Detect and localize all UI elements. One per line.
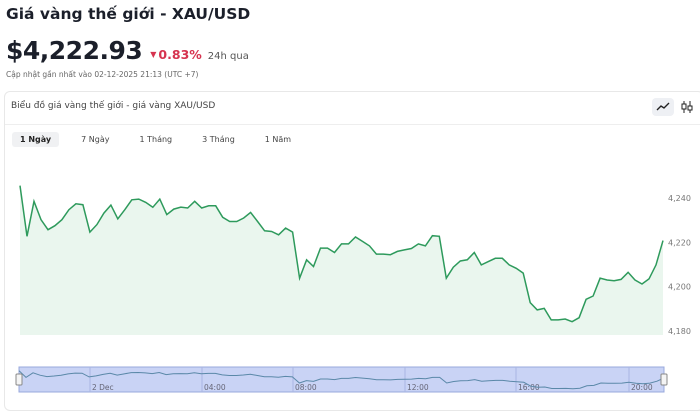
navigator-range[interactable] — [18, 366, 665, 393]
chart-card-title: Biểu đồ giá vàng thế giới - giá vàng XAU… — [11, 101, 216, 111]
price-area-fill — [20, 185, 663, 335]
y-tick-label: 4,200 — [668, 283, 691, 292]
change-period: 24h qua — [207, 51, 249, 62]
divider — [5, 124, 700, 125]
tab-1-month[interactable]: 1 Tháng — [139, 135, 173, 144]
navigator-time-label: 08:00 — [295, 383, 317, 392]
tab-1-day[interactable]: 1 Ngày — [12, 132, 60, 147]
candlestick-icon — [681, 101, 693, 113]
navigator-time-label: 04:00 — [204, 383, 226, 392]
candlestick-button[interactable] — [676, 98, 698, 116]
navigator[interactable]: 2 Dec 04:00 08:00 12:00 16:00 20:00 — [15, 366, 668, 393]
navigator-time-label: 16:00 — [518, 383, 540, 392]
tab-7-days[interactable]: 7 Ngày — [81, 135, 110, 144]
navigator-right-handle[interactable] — [660, 373, 668, 386]
line-chart-icon — [656, 102, 670, 111]
change-percent: 0.83% — [158, 47, 202, 62]
navigator-time-label: 20:00 — [631, 383, 653, 392]
navigator-line — [18, 370, 665, 390]
line-chart-button[interactable] — [652, 98, 674, 116]
price-row: $4,222.93 ▼ 0.83% 24h qua — [6, 36, 249, 66]
navigator-left-handle[interactable] — [15, 373, 23, 386]
last-updated: Cập nhật gần nhất vào 02-12-2025 21:13 (… — [6, 70, 199, 79]
price-line — [19, 185, 664, 323]
price-change: ▼ 0.83% — [150, 47, 202, 62]
y-tick-label: 4,180 — [668, 327, 691, 336]
navigator-time-label: 2 Dec — [92, 383, 114, 392]
y-tick-label: 4,240 — [668, 194, 691, 203]
down-arrow-icon: ▼ — [150, 50, 157, 59]
current-price: $4,222.93 — [6, 36, 143, 65]
navigator-time-label: 12:00 — [407, 383, 429, 392]
price-chart[interactable]: 4,180 4,200 4,220 4,240 2 Dec 04:00 08:00 12:0… — [0, 170, 700, 400]
tab-3-months[interactable]: 3 Tháng — [202, 135, 235, 144]
tab-1-year[interactable]: 1 Năm — [264, 135, 292, 144]
page-title: Giá vàng thế giới - XAU/USD — [6, 5, 251, 23]
range-tabs: 1 Ngày 7 Ngày 1 Tháng 3 Tháng 1 Năm — [12, 132, 313, 147]
y-tick-label: 4,220 — [668, 238, 691, 247]
